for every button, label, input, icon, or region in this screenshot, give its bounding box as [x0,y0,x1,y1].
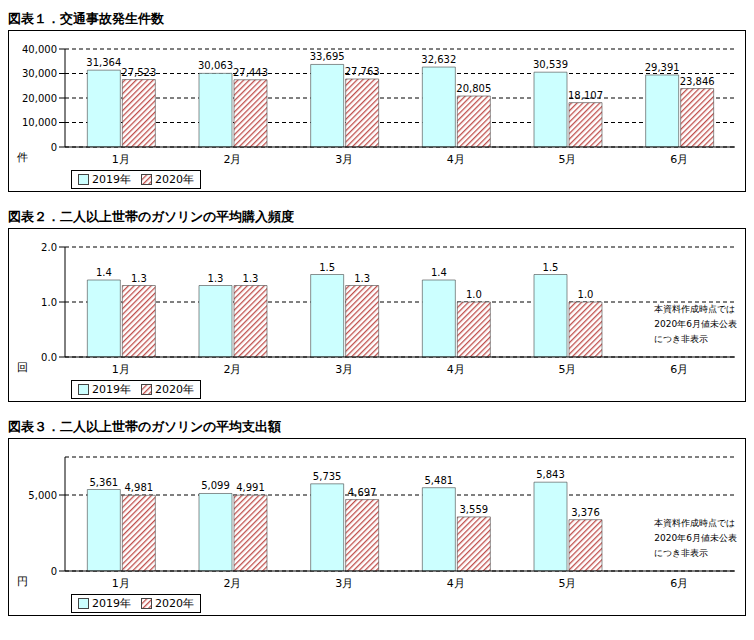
svg-text:30,000: 30,000 [22,68,57,79]
svg-text:1.0: 1.0 [578,289,594,300]
svg-text:6月: 6月 [670,153,688,166]
svg-text:3月: 3月 [335,577,353,590]
html-text:図表１．交通事故発生件数: 図表１．交通事故発生件数 [8,11,164,26]
svg-text:4月: 4月 [447,153,465,166]
svg-text:3月: 3月 [335,363,353,376]
svg-text:27,763: 27,763 [345,66,380,77]
html-text:図表２．二人以上世帯のガソリンの平均購入頻度: 図表２．二人以上世帯のガソリンの平均購入頻度 [8,209,294,224]
html-text:件: 件 [17,151,28,164]
svg-text:4,981: 4,981 [125,482,154,493]
svg-text:27,523: 27,523 [121,67,156,78]
svg-text:1.4: 1.4 [96,267,112,278]
html-text:2019年: 2019年 [92,173,131,186]
svg-text:23,846: 23,846 [680,76,715,87]
svg-text:1.5: 1.5 [543,262,559,273]
svg-text:30,063: 30,063 [198,60,233,71]
html-text:2020年: 2020年 [155,383,194,396]
svg-text:1月: 1月 [112,153,130,166]
svg-text:1.0: 1.0 [466,289,482,300]
svg-text:1.4: 1.4 [431,267,447,278]
svg-text:2月: 2月 [224,153,242,166]
svg-text:5月: 5月 [559,153,577,166]
svg-text:5,000: 5,000 [28,490,57,501]
svg-text:5,735: 5,735 [313,471,342,482]
svg-text:32,632: 32,632 [421,54,456,65]
html-text:本資料作成時点では 2020年6月値未公表 につき非表示: 本資料作成時点では 2020年6月値未公表 につき非表示 [654,304,737,344]
svg-text:0: 0 [51,142,57,153]
html-text:2019年: 2019年 [92,383,131,396]
svg-text:1月: 1月 [112,577,130,590]
svg-text:1.5: 1.5 [319,262,335,273]
svg-text:33,695: 33,695 [310,51,345,62]
svg-text:3,376: 3,376 [571,507,600,518]
svg-text:1.0: 1.0 [41,297,57,308]
svg-text:6月: 6月 [670,363,688,376]
svg-text:5月: 5月 [559,363,577,376]
svg-text:4月: 4月 [447,577,465,590]
html-text:回: 回 [17,361,28,374]
svg-text:1.3: 1.3 [131,273,147,284]
svg-text:6月: 6月 [670,577,688,590]
html-text:図表３．二人以上世帯のガソリンの平均支出額: 図表３．二人以上世帯のガソリンの平均支出額 [8,419,281,434]
svg-text:4,697: 4,697 [348,487,377,498]
html-text:2020年: 2020年 [155,173,194,186]
svg-text:3月: 3月 [335,153,353,166]
svg-text:10,000: 10,000 [22,117,57,128]
svg-text:1.3: 1.3 [354,273,370,284]
svg-text:31,364: 31,364 [86,57,121,68]
svg-text:2月: 2月 [224,363,242,376]
svg-text:27,443: 27,443 [233,67,268,78]
svg-text:2.0: 2.0 [41,242,57,253]
svg-text:1.3: 1.3 [208,273,224,284]
html-text:円: 円 [17,575,28,588]
svg-text:5月: 5月 [559,577,577,590]
svg-text:29,391: 29,391 [645,62,680,73]
html-text:2019年: 2019年 [92,597,131,610]
svg-text:5,843: 5,843 [536,469,565,480]
svg-text:30,539: 30,539 [533,59,568,70]
svg-text:0.0: 0.0 [41,352,57,363]
svg-text:40,000: 40,000 [22,44,57,55]
svg-text:20,000: 20,000 [22,93,57,104]
svg-text:18,107: 18,107 [568,90,603,101]
svg-text:4,991: 4,991 [236,482,265,493]
svg-text:5,481: 5,481 [425,475,454,486]
html-text:2020年: 2020年 [155,597,194,610]
svg-text:5,099: 5,099 [201,480,230,491]
svg-text:20,805: 20,805 [456,83,491,94]
svg-text:3,559: 3,559 [460,504,489,515]
svg-text:0: 0 [51,566,57,577]
html-text:本資料作成時点では 2020年6月値未公表 につき非表示: 本資料作成時点では 2020年6月値未公表 につき非表示 [654,518,737,558]
svg-text:4月: 4月 [447,363,465,376]
svg-text:2月: 2月 [224,577,242,590]
svg-text:1月: 1月 [112,363,130,376]
svg-text:1.3: 1.3 [243,273,259,284]
svg-text:5,361: 5,361 [90,477,119,488]
